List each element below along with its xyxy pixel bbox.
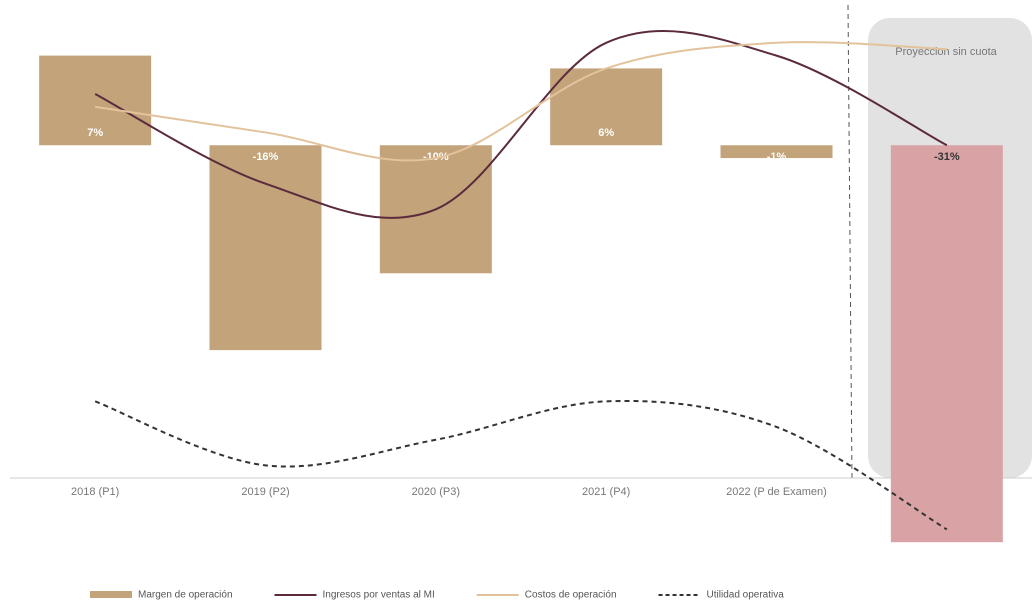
- bar: [39, 55, 152, 146]
- bar: [890, 145, 1003, 543]
- x-tick-label: 2022 (P de Examen): [726, 486, 827, 498]
- value-label: -16%: [253, 151, 279, 163]
- legend-label: Costos de operación: [525, 590, 617, 601]
- line: [94, 399, 948, 531]
- x-tick-label: 2019 (P2): [241, 486, 289, 498]
- x-tick-label: 2018 (P1): [71, 486, 119, 498]
- bar: [720, 145, 833, 159]
- legend-label: Ingresos por ventas al MI: [323, 590, 435, 601]
- projection-divider: [847, 4, 853, 481]
- bar: [209, 145, 322, 351]
- value-label: -1%: [767, 151, 787, 163]
- line: [94, 29, 948, 219]
- value-label: -31%: [934, 151, 960, 163]
- legend-label: Margen de operación: [138, 590, 233, 601]
- projection-label: Proyeccion sin cuota: [895, 46, 997, 58]
- bar: [550, 68, 663, 146]
- x-tick-label: 2021 (P4): [582, 486, 630, 498]
- legend-swatch: [90, 591, 132, 598]
- value-label: 6%: [598, 127, 614, 139]
- x-tick-label: 2020 (P3): [412, 486, 460, 498]
- line: [95, 41, 947, 162]
- legend-label: Utilidad operativa: [707, 590, 785, 601]
- value-label: 7%: [87, 127, 103, 139]
